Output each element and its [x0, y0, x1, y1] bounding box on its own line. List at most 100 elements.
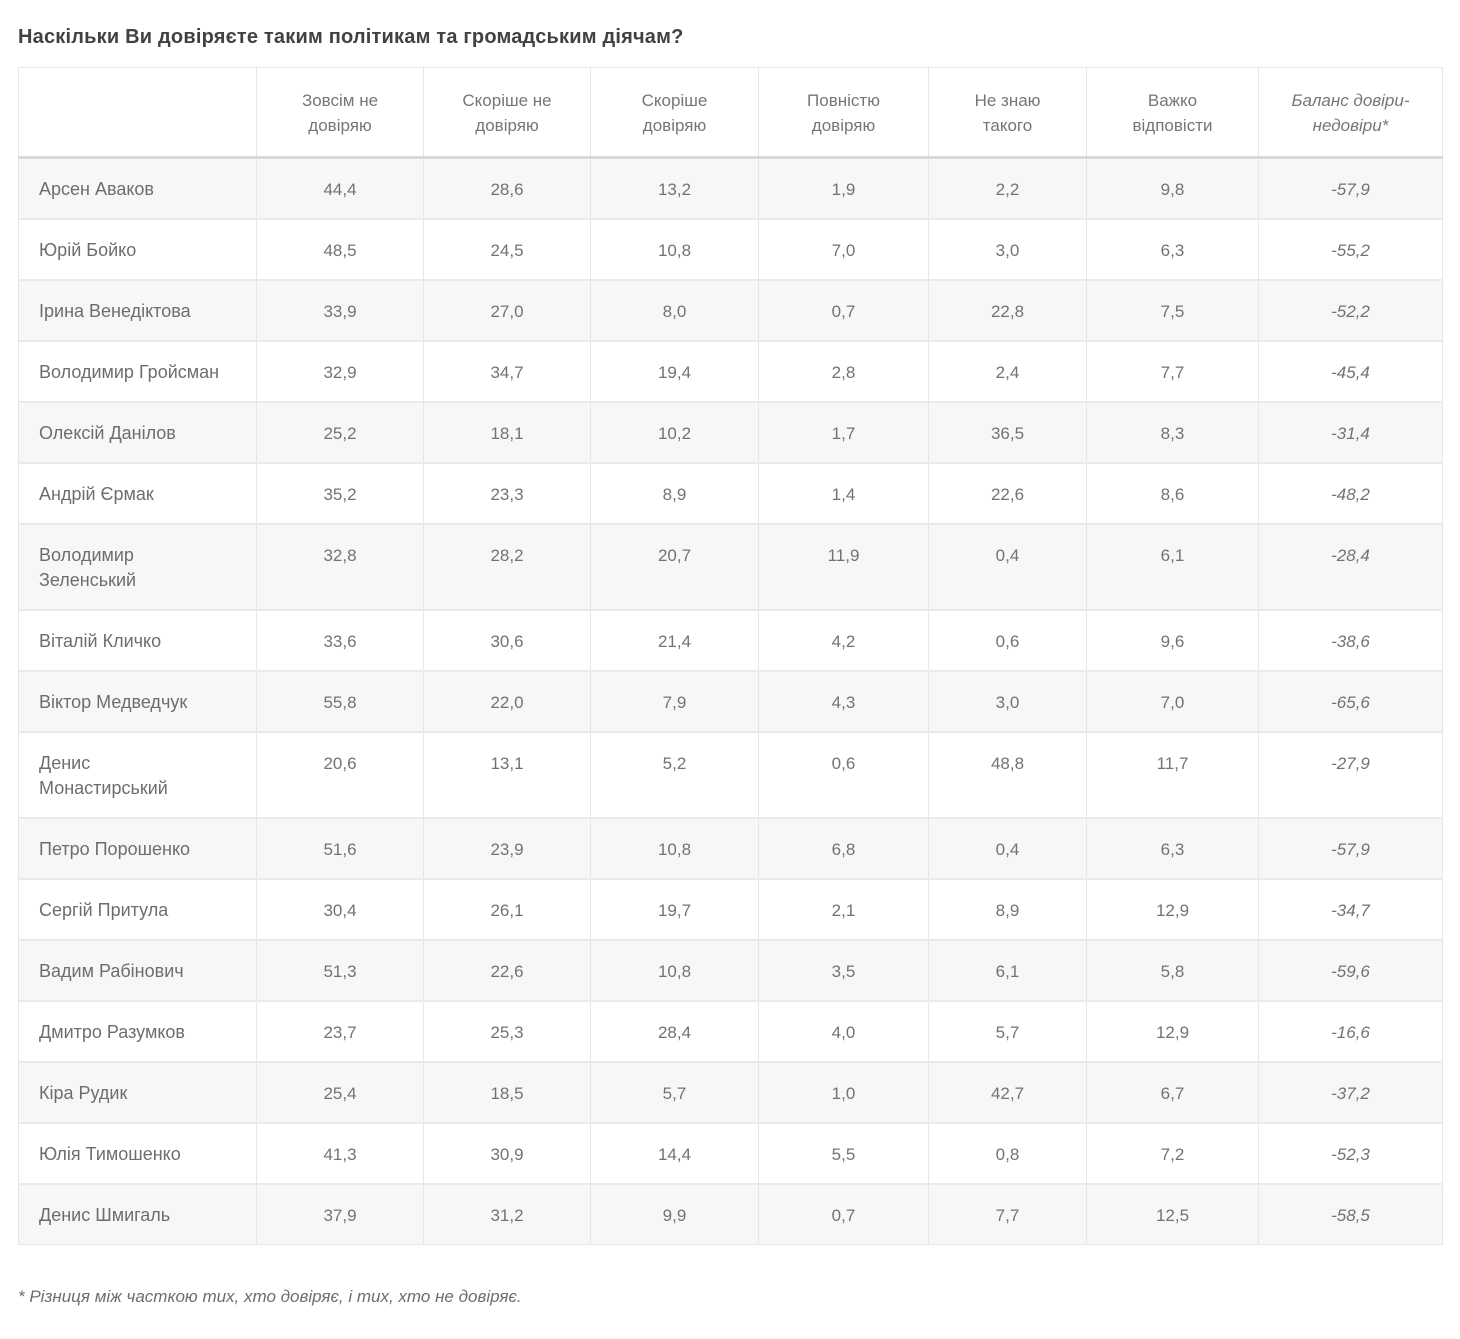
value-cell: 8,9 [590, 462, 759, 525]
politician-name: Володимир Гройсман [18, 340, 257, 403]
value-cell: 1,9 [758, 156, 929, 220]
value-cell: 36,5 [928, 401, 1087, 464]
table-body: Арсен Аваков 44,4 28,6 13,2 1,9 2,2 9,8 -57,9 Юр… [18, 156, 1443, 1245]
value-cell: 37,9 [256, 1183, 424, 1245]
value-cell: 5,7 [590, 1061, 759, 1124]
column-header: Повністю довіряю [758, 67, 929, 159]
value-cell: 13,2 [590, 156, 759, 220]
value-cell: 27,0 [423, 279, 591, 342]
value-cell: 7,2 [1086, 1122, 1259, 1185]
value-cell: 10,8 [590, 939, 759, 1002]
value-cell: 13,1 [423, 731, 591, 819]
value-cell: 18,1 [423, 401, 591, 464]
value-cell: 22,0 [423, 670, 591, 733]
value-cell: 0,6 [758, 731, 929, 819]
table-row: Юрій Бойко 48,5 24,5 10,8 7,0 3,0 6,3 -55,2 [18, 218, 1443, 281]
politician-name: Сергій Притула [18, 878, 257, 941]
value-cell: 10,2 [590, 401, 759, 464]
value-cell: 3,0 [928, 670, 1087, 733]
value-cell: 31,2 [423, 1183, 591, 1245]
value-cell: 6,3 [1086, 218, 1259, 281]
value-cell: 25,4 [256, 1061, 424, 1124]
value-cell: 28,2 [423, 523, 591, 611]
value-cell: 25,2 [256, 401, 424, 464]
value-cell: 23,3 [423, 462, 591, 525]
balance-value: -59,6 [1258, 939, 1443, 1002]
value-cell: 32,9 [256, 340, 424, 403]
page-title: Наскільки Ви довіряєте таким політикам т… [18, 26, 684, 48]
value-cell: 2,2 [928, 156, 1087, 220]
value-cell: 30,9 [423, 1122, 591, 1185]
value-cell: 6,8 [758, 817, 929, 880]
value-cell: 5,5 [758, 1122, 929, 1185]
value-cell: 30,4 [256, 878, 424, 941]
value-cell: 23,9 [423, 817, 591, 880]
politician-name: Денис Шмигаль [18, 1183, 257, 1245]
value-cell: 0,4 [928, 817, 1087, 880]
value-cell: 7,9 [590, 670, 759, 733]
table-row: Арсен Аваков 44,4 28,6 13,2 1,9 2,2 9,8 -57,9 [18, 156, 1443, 220]
politician-name: Петро Порошенко [18, 817, 257, 880]
value-cell: 4,3 [758, 670, 929, 733]
value-cell: 6,1 [928, 939, 1087, 1002]
table-row: Віталій Кличко 33,6 30,6 21,4 4,2 0,6 9,6 -38,6 [18, 609, 1443, 672]
value-cell: 48,8 [928, 731, 1087, 819]
value-cell: 10,8 [590, 218, 759, 281]
value-cell: 30,6 [423, 609, 591, 672]
value-cell: 3,5 [758, 939, 929, 1002]
balance-value: -37,2 [1258, 1061, 1443, 1124]
table-row: Володимир Зеленський 32,8 28,2 20,7 11,9 0,4 6… [18, 523, 1443, 611]
value-cell: 33,6 [256, 609, 424, 672]
value-cell: 2,8 [758, 340, 929, 403]
value-cell: 0,7 [758, 1183, 929, 1245]
table-row: Денис Монастирський 20,6 13,1 5,2 0,6 48,8 11,… [18, 731, 1443, 819]
balance-value: -34,7 [1258, 878, 1443, 941]
politician-name: Юлія Тимошенко [18, 1122, 257, 1185]
balance-value: -57,9 [1258, 156, 1443, 220]
balance-value: -57,9 [1258, 817, 1443, 880]
value-cell: 0,8 [928, 1122, 1087, 1185]
table-row: Андрій Єрмак 35,2 23,3 8,9 1,4 22,6 8,6 -48,2 [18, 462, 1443, 525]
balance-value: -52,3 [1258, 1122, 1443, 1185]
value-cell: 1,4 [758, 462, 929, 525]
value-cell: 5,2 [590, 731, 759, 819]
politician-name: Андрій Єрмак [18, 462, 257, 525]
value-cell: 20,6 [256, 731, 424, 819]
value-cell: 42,7 [928, 1061, 1087, 1124]
value-cell: 0,4 [928, 523, 1087, 611]
value-cell: 8,9 [928, 878, 1087, 941]
value-cell: 20,7 [590, 523, 759, 611]
value-cell: 7,0 [1086, 670, 1259, 733]
value-cell: 5,8 [1086, 939, 1259, 1002]
value-cell: 8,3 [1086, 401, 1259, 464]
value-cell: 6,7 [1086, 1061, 1259, 1124]
value-cell: 5,7 [928, 1000, 1087, 1063]
value-cell: 33,9 [256, 279, 424, 342]
value-cell: 3,0 [928, 218, 1087, 281]
value-cell: 19,4 [590, 340, 759, 403]
politician-name: Володимир Зеленський [18, 523, 257, 611]
table-row: Ірина Венедіктова 33,9 27,0 8,0 0,7 22,8 7,5 -5… [18, 279, 1443, 342]
value-cell: 26,1 [423, 878, 591, 941]
balance-value: -31,4 [1258, 401, 1443, 464]
politician-name: Арсен Аваков [18, 156, 257, 220]
balance-value: -28,4 [1258, 523, 1443, 611]
balance-value: -45,4 [1258, 340, 1443, 403]
balance-value: -55,2 [1258, 218, 1443, 281]
value-cell: 18,5 [423, 1061, 591, 1124]
politician-name: Вадим Рабінович [18, 939, 257, 1002]
value-cell: 0,7 [758, 279, 929, 342]
table-row: Володимир Гройсман 32,9 34,7 19,4 2,8 2,4 7,7-… [18, 340, 1443, 403]
value-cell: 51,3 [256, 939, 424, 1002]
balance-value: -48,2 [1258, 462, 1443, 525]
name-column-header [18, 67, 257, 159]
value-cell: 6,1 [1086, 523, 1259, 611]
value-cell: 7,5 [1086, 279, 1259, 342]
value-cell: 23,7 [256, 1000, 424, 1063]
value-cell: 4,2 [758, 609, 929, 672]
value-cell: 44,4 [256, 156, 424, 220]
table-row: Юлія Тимошенко 41,3 30,9 14,4 5,5 0,8 7,2 -52,3 [18, 1122, 1443, 1185]
politician-name: Денис Монастирський [18, 731, 257, 819]
politician-name: Ірина Венедіктова [18, 279, 257, 342]
value-cell: 28,4 [590, 1000, 759, 1063]
